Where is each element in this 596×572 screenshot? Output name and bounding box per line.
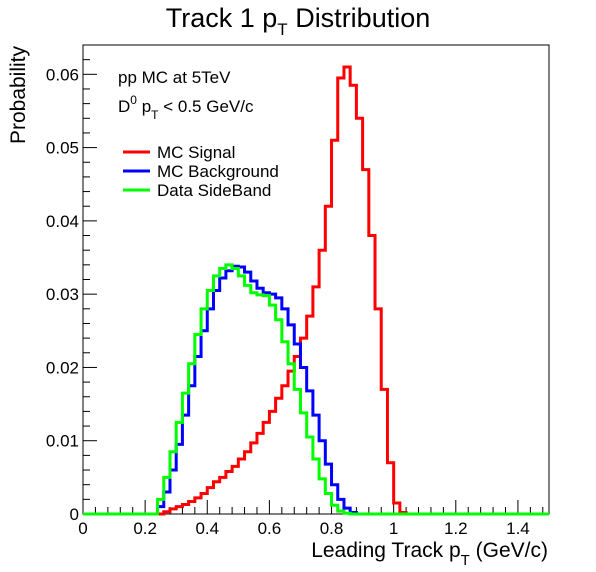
y-axis-title: Probability <box>7 45 30 144</box>
x-tick-label: 1 <box>389 519 398 538</box>
annotation-sample: pp MC at 5TeV <box>118 68 231 87</box>
axis-tick-labels: 0 0.2 0.4 0.6 0.8 1 1.2 1.4 0 0.01 0.02 0.03 0.04 0.0… <box>46 65 530 538</box>
x-tick-label: 0.4 <box>195 519 219 538</box>
series-mc-background-line <box>83 264 549 516</box>
series-data-sideband-line <box>83 263 549 516</box>
y-tick-label: 0.05 <box>46 139 79 158</box>
y-tick-label: 0.03 <box>46 285 79 304</box>
legend-label-data-sideband: Data SideBand <box>157 181 271 200</box>
x-tick-label: 1.4 <box>506 519 530 538</box>
y-tick-label: 0.02 <box>46 358 79 377</box>
x-axis-title: Leading Track pT (GeV/c) <box>311 539 548 569</box>
x-tick-label: 0 <box>78 519 87 538</box>
legend-label-mc-background: MC Background <box>157 162 279 181</box>
x-tick-label: 0.2 <box>133 519 157 538</box>
y-tick-label: 0.06 <box>46 65 79 84</box>
series-mc-signal-line <box>83 65 549 516</box>
y-tick-label: 0.01 <box>46 432 79 451</box>
chart-title: Track 1 pT Distribution <box>166 3 431 39</box>
y-tick-label: 0 <box>70 505 79 524</box>
x-tick-label: 1.2 <box>444 519 468 538</box>
data-series <box>83 65 549 516</box>
y-tick-label: 0.04 <box>46 212 79 231</box>
legend-label-mc-signal: MC Signal <box>157 143 235 162</box>
annotation-cut: D0 pT < 0.5 GeV/c <box>118 93 254 122</box>
x-tick-label: 0.6 <box>258 519 282 538</box>
x-tick-label: 0.8 <box>320 519 344 538</box>
